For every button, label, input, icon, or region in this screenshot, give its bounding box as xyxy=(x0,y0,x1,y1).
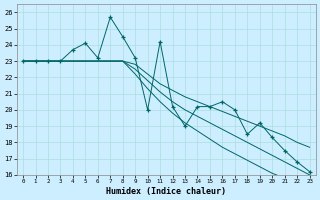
X-axis label: Humidex (Indice chaleur): Humidex (Indice chaleur) xyxy=(106,187,226,196)
